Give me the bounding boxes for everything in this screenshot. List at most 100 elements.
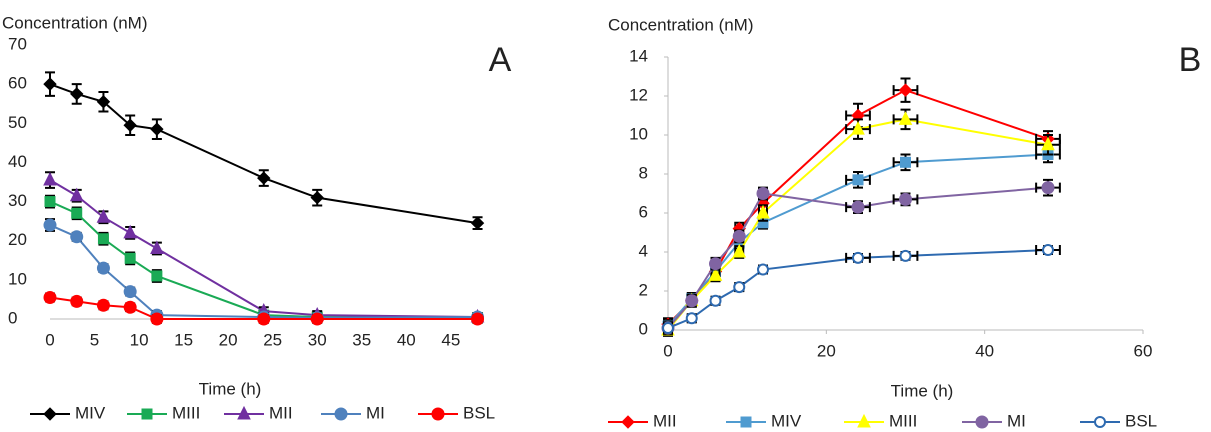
y-tick-label: 12 [629,85,648,104]
marker [732,229,746,243]
marker [310,312,324,326]
series-line [667,118,1049,331]
marker [685,312,698,325]
legend-marker [857,413,871,428]
marker [852,251,864,264]
marker [123,224,137,239]
marker [70,294,84,308]
marker [43,218,57,232]
x-tick-label: 60 [1134,341,1153,360]
marker [123,118,137,132]
marker [43,290,57,304]
marker [899,192,912,206]
x-tick-label: 15 [174,330,193,349]
x-axis-label: Time (h) [199,379,262,398]
marker [96,95,111,109]
panel-label: B [1179,41,1202,79]
x-tick-label: 45 [441,330,460,349]
marker [151,270,163,282]
legend-marker [431,407,445,421]
x-tick-label: 20 [817,341,836,360]
marker [733,281,746,294]
marker [123,300,137,314]
marker [43,77,57,91]
legend-label: MII [269,403,293,422]
marker [150,240,164,255]
x-axis-label: Time (h) [891,381,954,400]
marker [470,216,485,230]
legend-label: MII [653,411,677,430]
legend-label: BSL [1125,411,1157,430]
marker [150,122,164,136]
marker [96,209,111,223]
marker [708,267,723,281]
y-tick-label: 14 [629,46,648,65]
marker [898,111,913,125]
x-tick-label: 5 [90,330,99,349]
x-tick-label: 25 [263,330,282,349]
marker [124,252,136,264]
x-tick-label: 35 [352,330,371,349]
legend-marker [975,415,989,429]
marker [96,298,110,312]
marker [757,263,769,276]
series-line [49,224,478,319]
marker [70,87,84,101]
marker [732,243,747,258]
y-tick-label: 4 [639,241,648,260]
x-tick-label: 0 [45,330,54,349]
marker [257,312,271,326]
marker [851,200,865,214]
y-tick-label: 60 [8,74,27,93]
legend-marker [740,416,752,428]
legend-marker [334,407,348,421]
marker [43,171,57,186]
y-tick-label: 10 [8,269,27,288]
legend-label: MI [366,403,385,422]
marker [898,83,913,97]
marker [123,285,137,299]
y-tick-label: 40 [8,152,27,171]
legend-label: MIV [75,403,106,422]
marker [756,204,770,219]
y-tick-label: 10 [629,124,648,143]
x-tick-label: 0 [663,341,672,360]
legend-marker [621,415,635,429]
y-tick-label: 2 [639,280,648,299]
x-tick-label: 20 [219,330,238,349]
marker [899,249,912,262]
legend-label: MIII [172,403,200,422]
marker [852,174,864,186]
marker [257,171,271,185]
marker [709,294,722,307]
panel-label: A [489,41,512,79]
y-tick-label: 0 [8,308,17,327]
legend-marker [1094,416,1106,428]
legend-marker [237,405,251,420]
marker [70,230,84,244]
marker [1041,181,1055,195]
y-tick-label: 20 [8,230,27,249]
marker [310,190,324,205]
legend-marker [43,407,57,421]
marker [44,196,56,208]
y-axis-label: Concentration (nM) [608,15,754,34]
x-tick-label: 40 [975,341,994,360]
marker [69,187,84,202]
y-tick-label: 8 [639,163,648,182]
y-tick-label: 0 [639,319,648,338]
legend-label: MIII [889,411,917,430]
y-tick-label: 70 [8,34,27,53]
y-tick-label: 6 [639,202,648,221]
marker [71,207,83,219]
marker [900,156,911,168]
legend-marker [141,408,153,420]
series-line [49,179,478,319]
y-tick-label: 50 [8,113,27,132]
legend-label: BSL [463,403,495,422]
marker [1042,244,1054,257]
marker [662,322,674,335]
x-tick-label: 10 [130,330,149,349]
x-tick-label: 30 [308,330,327,349]
